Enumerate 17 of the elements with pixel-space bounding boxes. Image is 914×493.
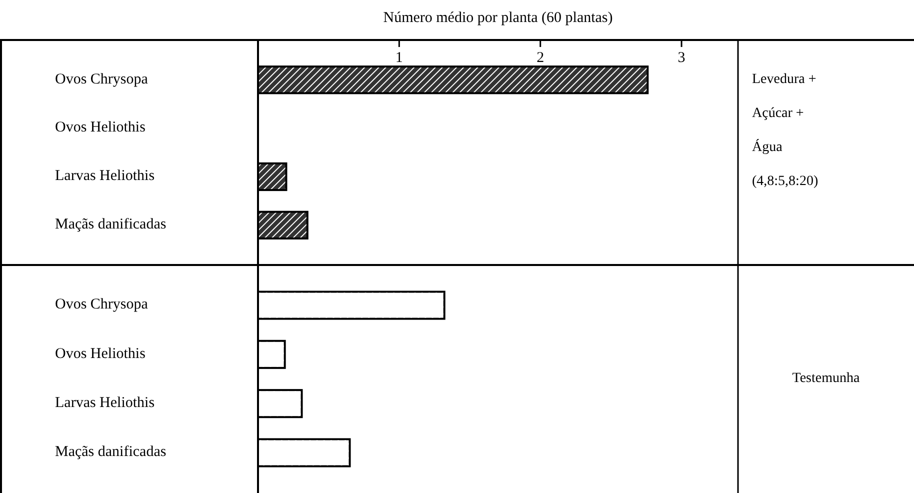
x-tick-label: 3 [678,50,686,66]
x-tick-label: 1 [395,50,403,66]
y-tick-label: Ovos Heliothis [55,120,146,136]
text: Açúcar + [752,106,804,122]
x-tick-label: 2 [536,50,544,66]
text: Testemunha [792,371,861,386]
y-tick-label: Larvas Heliothis [55,395,155,412]
text: Levedura + [752,72,816,88]
chart-title: Número médio por planta (60 plantas) [383,10,613,26]
y-tick-label: Ovos Chrysopa [55,296,148,313]
y-tick-label: Ovos Chrysopa [55,71,148,88]
y-tick-label: Ovos Heliothis [55,346,146,362]
text: (4,8:5,8:20) [752,174,818,190]
y-tick-label: Maçãs danificadas [55,444,166,460]
y-tick-label: Maçãs danificadas [55,216,166,233]
text: Água [752,138,784,156]
y-tick-label: Larvas Heliothis [55,168,155,184]
